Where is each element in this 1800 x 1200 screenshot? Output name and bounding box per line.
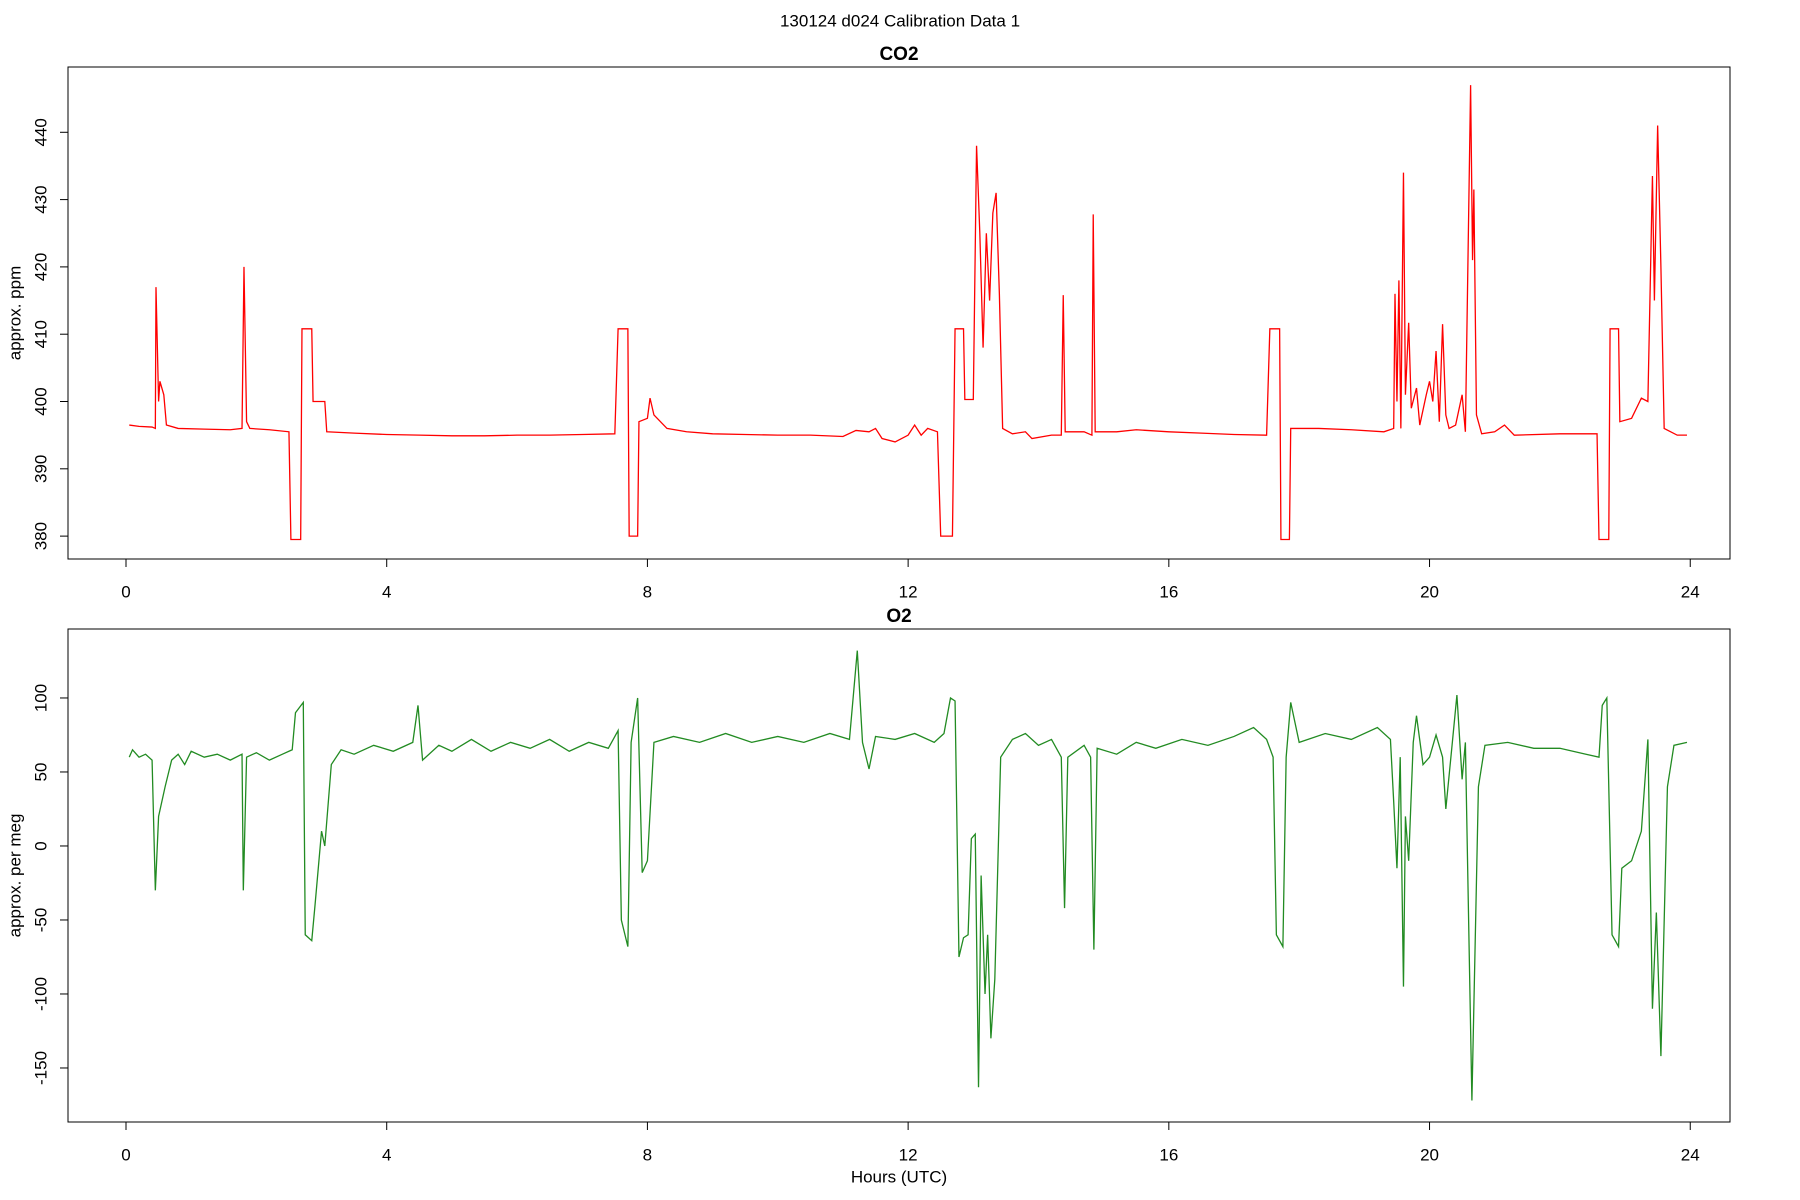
y-tick-label: 50 (31, 763, 50, 782)
y-axis-label: approx. ppm (5, 266, 24, 361)
y-tick-label: 420 (31, 253, 50, 281)
x-tick-label: 16 (1159, 582, 1178, 601)
plot-box (67, 66, 1731, 560)
figure-title: 130124 d024 Calibration Data 1 (780, 11, 1020, 30)
x-tick-label: 12 (899, 582, 918, 601)
data-line (128, 650, 1688, 1101)
y-tick-label: 400 (31, 387, 50, 415)
y-tick-label: -150 (31, 1051, 50, 1085)
y-tick-label: 430 (31, 185, 50, 213)
x-tick-label: 0 (121, 1145, 130, 1164)
x-axis-label: Hours (UTC) (851, 1167, 947, 1186)
y-tick-label: 440 (31, 118, 50, 146)
x-tick-label: 16 (1159, 1145, 1178, 1164)
x-tick-label: 4 (382, 582, 391, 601)
y-tick-label: 100 (31, 684, 50, 712)
x-tick-label: 20 (1420, 1145, 1439, 1164)
x-tick-label: 24 (1681, 582, 1700, 601)
x-tick-label: 20 (1420, 582, 1439, 601)
y-tick-label: 380 (31, 522, 50, 550)
panel-title: O2 (886, 606, 911, 627)
y-tick-label: -50 (31, 908, 50, 933)
data-line (129, 85, 1687, 541)
y-tick-label: -100 (31, 977, 50, 1011)
x-tick-label: 12 (899, 1145, 918, 1164)
y-tick-label: 390 (31, 455, 50, 483)
x-tick-label: 8 (643, 1145, 652, 1164)
x-tick-label: 0 (121, 582, 130, 601)
panel-title: CO2 (879, 44, 918, 65)
plot-box (67, 628, 1731, 1123)
y-tick-label: 0 (31, 841, 50, 850)
x-tick-label: 4 (382, 1145, 391, 1164)
x-tick-label: 8 (643, 582, 652, 601)
x-tick-label: 24 (1681, 1145, 1700, 1164)
y-axis-label: approx. per meg (5, 814, 24, 938)
y-tick-label: 410 (31, 320, 50, 348)
